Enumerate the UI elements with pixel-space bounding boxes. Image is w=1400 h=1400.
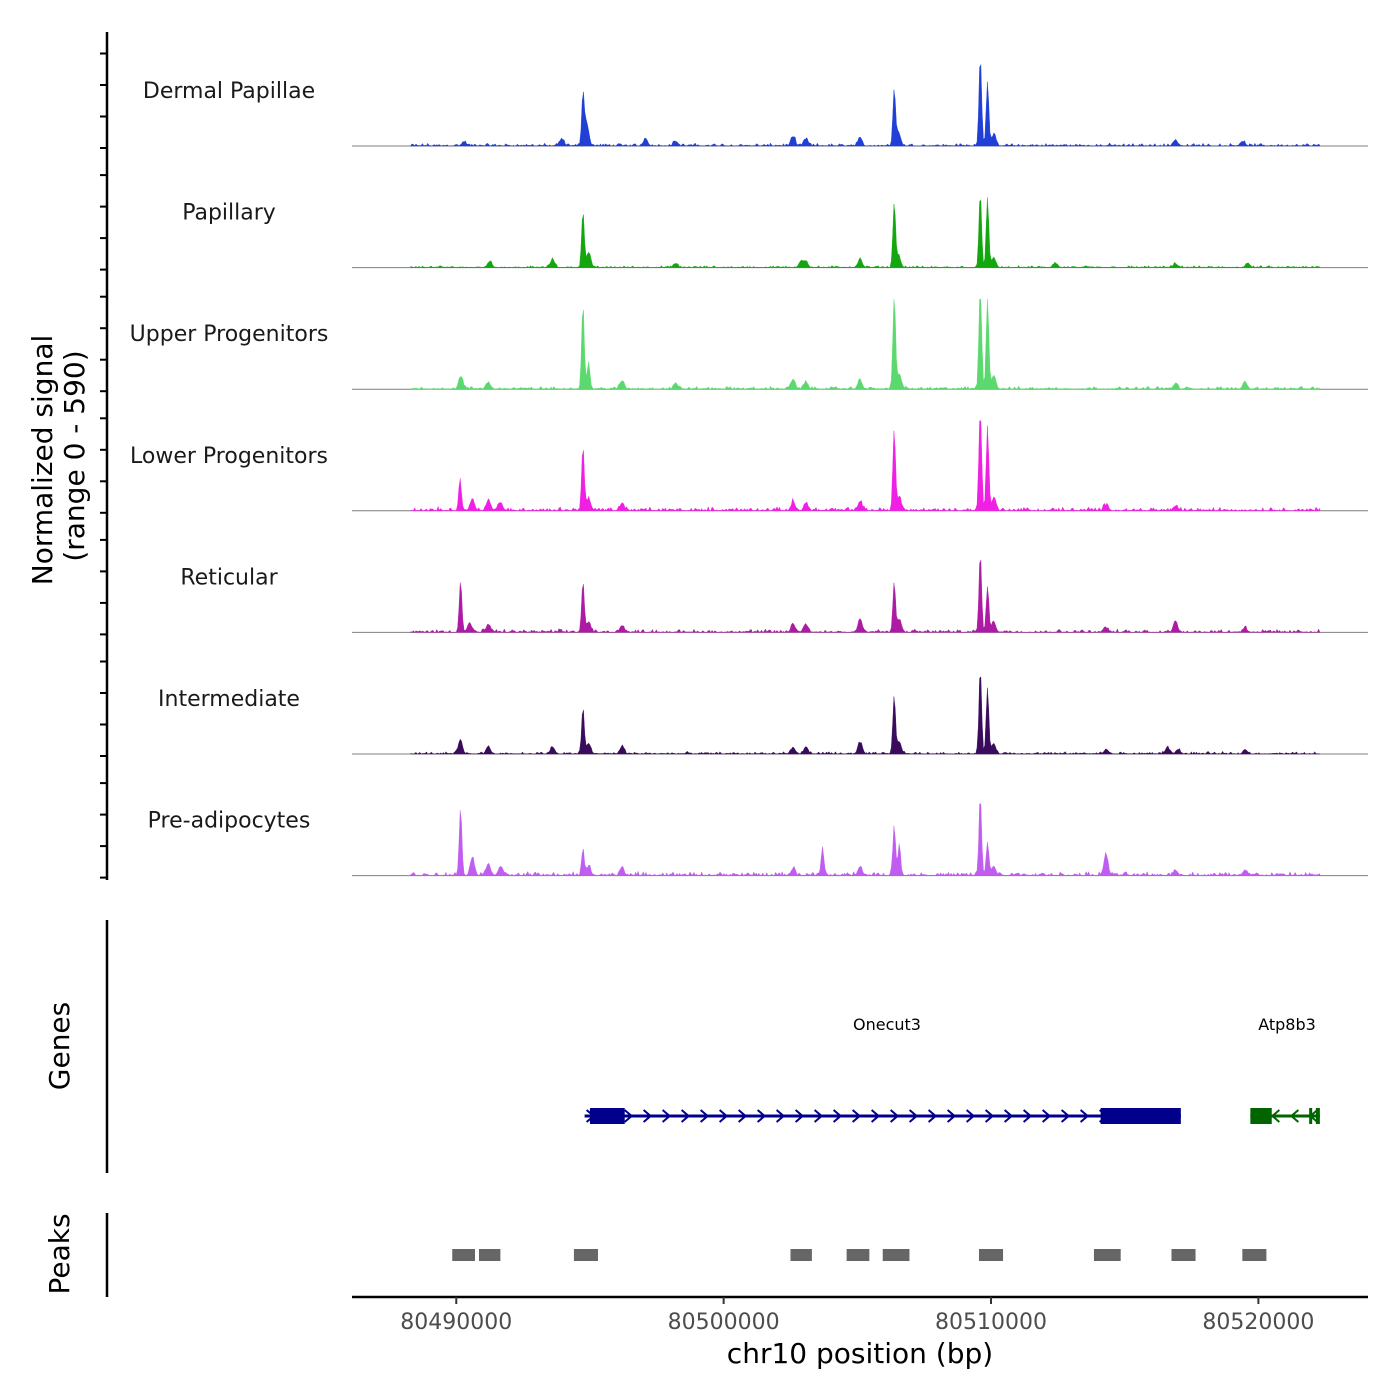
peak-region (1171, 1249, 1196, 1261)
y-axis-range: (range 0 - 590) (58, 350, 91, 561)
peak-region (978, 1249, 1004, 1261)
peak-region (573, 1249, 598, 1261)
strand-chevron (908, 1109, 919, 1123)
strand-chevron (984, 1109, 995, 1123)
gene-onecut3: Onecut3 (584, 1015, 1181, 1124)
strand-chevron (661, 1109, 672, 1123)
strand-chevron (946, 1109, 957, 1123)
signal-area (410, 64, 1321, 147)
peak-region (452, 1249, 475, 1261)
signal-area (410, 197, 1321, 268)
x-axis-title: chr10 position (bp) (727, 1337, 993, 1370)
signal-area (410, 560, 1321, 633)
peaks-panel-title: Peaks (43, 1213, 76, 1294)
track-dermal-papillae: Dermal Papillae (143, 64, 1368, 147)
peak-region (882, 1249, 910, 1261)
strand-chevron (1079, 1109, 1090, 1123)
track-reticular: Reticular (180, 560, 1368, 633)
track-label: Dermal Papillae (143, 79, 315, 104)
peak-region (1093, 1249, 1121, 1261)
strand-chevron (1041, 1109, 1052, 1123)
peak-region (479, 1249, 501, 1261)
signal-area (410, 299, 1321, 390)
track-label: Reticular (180, 565, 278, 590)
strand-chevron (775, 1109, 786, 1123)
strand-chevron (1270, 1109, 1281, 1123)
signal-tracks: Dermal Papillae Papillary Upper Progenitor… (130, 64, 1368, 877)
x-axis: chr10 position (bp) 80490000 80500000 8051… (352, 1295, 1368, 1370)
track-label: Intermediate (158, 687, 300, 712)
strand-chevron (1003, 1109, 1014, 1123)
x-tick-label: 80520000 (1202, 1310, 1314, 1335)
strand-chevron (851, 1109, 862, 1123)
gene-exon (1309, 1108, 1313, 1124)
gene-atp8b3: Atp8b3 (1250, 1015, 1320, 1124)
peak-region (846, 1249, 870, 1261)
strand-chevron (680, 1109, 691, 1123)
strand-chevron (699, 1109, 710, 1123)
strand-chevron (718, 1109, 729, 1123)
peaks-panel: Peaks (43, 1213, 1267, 1297)
signal-area (410, 676, 1321, 755)
x-tick-label: 80510000 (935, 1310, 1047, 1335)
gene-exon (1315, 1108, 1320, 1124)
gene-label: Atp8b3 (1258, 1015, 1316, 1034)
strand-chevron (927, 1109, 938, 1123)
track-intermediate: Intermediate (158, 676, 1368, 755)
track-papillary: Papillary (182, 197, 1368, 269)
strand-chevron (832, 1109, 843, 1123)
strand-chevron (870, 1109, 881, 1123)
strand-chevron (737, 1109, 748, 1123)
signal-area (410, 803, 1321, 877)
strand-chevron (1060, 1109, 1071, 1123)
track-label: Upper Progenitors (130, 322, 329, 347)
x-tick-label: 80500000 (668, 1310, 780, 1335)
genes-panel-title: Genes (43, 1002, 76, 1090)
strand-chevron (794, 1109, 805, 1123)
gene-exon (589, 1108, 625, 1124)
y-axis-title: Normalized signal (26, 335, 59, 586)
track-label: Lower Progenitors (130, 444, 328, 469)
strand-chevron (1289, 1109, 1300, 1123)
signal-area (410, 420, 1321, 512)
gene-exon (1100, 1108, 1181, 1124)
track-upper-progenitors: Upper Progenitors (130, 299, 1368, 390)
peak-region (790, 1249, 812, 1261)
strand-chevron (965, 1109, 976, 1123)
x-tick-label: 80490000 (400, 1310, 512, 1335)
strand-chevron (1022, 1109, 1033, 1123)
strand-chevron (642, 1109, 653, 1123)
strand-chevron (813, 1109, 824, 1123)
strand-chevron (623, 1109, 634, 1123)
track-label: Pre-adipocytes (148, 809, 311, 834)
track-label: Papillary (182, 201, 276, 226)
gene-label: Onecut3 (853, 1015, 921, 1034)
strand-chevron (756, 1109, 767, 1123)
genes-panel: Genes Onecut3 Atp8b3 (43, 920, 1320, 1173)
track-lower-progenitors: Lower Progenitors (130, 420, 1368, 512)
gene-exon (1250, 1108, 1272, 1124)
peak-region (1242, 1249, 1267, 1261)
strand-chevron (889, 1109, 900, 1123)
signal-y-axis (100, 32, 109, 880)
track-pre-adipocytes: Pre-adipocytes (148, 803, 1368, 877)
